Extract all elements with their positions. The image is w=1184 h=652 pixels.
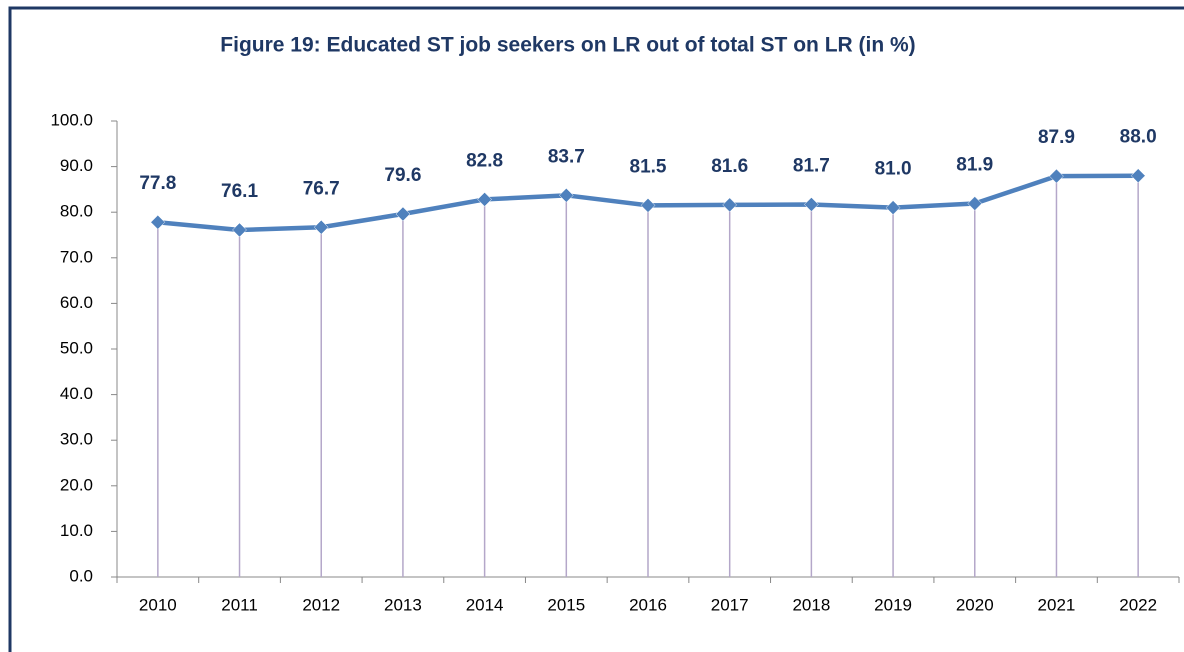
data-label: 81.7 bbox=[793, 155, 830, 176]
data-label: 81.9 bbox=[956, 155, 993, 176]
data-label: 76.7 bbox=[303, 178, 340, 199]
marker bbox=[150, 214, 166, 230]
y-tick-label: 50.0 bbox=[60, 338, 93, 357]
y-tick-label: 20.0 bbox=[60, 475, 93, 494]
data-label: 76.1 bbox=[221, 181, 258, 202]
marker bbox=[313, 219, 329, 235]
x-tick-label: 2013 bbox=[384, 595, 422, 614]
marker bbox=[395, 206, 411, 222]
marker bbox=[477, 192, 492, 207]
x-tick-label: 2016 bbox=[629, 595, 667, 614]
marker bbox=[804, 197, 819, 212]
chart-title: Figure 19: Educated ST job seekers on LR… bbox=[220, 34, 915, 57]
x-tick-label: 2015 bbox=[547, 595, 585, 614]
x-tick-label: 2014 bbox=[466, 595, 504, 614]
marker bbox=[967, 196, 983, 211]
y-tick-label: 0.0 bbox=[69, 566, 93, 585]
marker bbox=[1049, 168, 1064, 184]
data-label: 88.0 bbox=[1120, 127, 1157, 148]
marker bbox=[1130, 168, 1146, 184]
y-tick-label: 40.0 bbox=[60, 384, 93, 403]
x-tick-label: 2010 bbox=[139, 595, 177, 614]
marker bbox=[640, 198, 656, 213]
y-tick-label: 10.0 bbox=[60, 521, 93, 540]
marker bbox=[232, 222, 247, 238]
x-tick-label: 2018 bbox=[792, 595, 830, 614]
y-tick-label: 60.0 bbox=[60, 293, 93, 312]
y-tick-label: 30.0 bbox=[60, 430, 93, 449]
x-tick-label: 2011 bbox=[221, 595, 258, 614]
data-label: 77.8 bbox=[139, 173, 176, 194]
x-tick-label: 2017 bbox=[711, 595, 749, 614]
x-tick-label: 2019 bbox=[874, 595, 912, 614]
data-label: 87.9 bbox=[1038, 127, 1075, 148]
data-label: 82.8 bbox=[466, 150, 503, 171]
marker bbox=[885, 200, 901, 215]
y-tick-label: 80.0 bbox=[60, 202, 93, 221]
y-tick-label: 90.0 bbox=[60, 156, 93, 175]
marker bbox=[558, 187, 574, 203]
x-tick-label: 2021 bbox=[1038, 595, 1076, 614]
data-label: 81.6 bbox=[711, 156, 748, 177]
y-tick-label: 70.0 bbox=[60, 247, 93, 266]
data-label: 83.7 bbox=[548, 146, 585, 167]
data-label: 79.6 bbox=[384, 165, 421, 186]
data-label: 81.5 bbox=[630, 156, 667, 177]
x-tick-label: 2020 bbox=[956, 595, 994, 614]
data-label: 81.0 bbox=[875, 159, 912, 180]
marker bbox=[722, 197, 738, 213]
frame bbox=[8, 6, 1184, 652]
x-tick-label: 2022 bbox=[1119, 595, 1157, 614]
x-tick-label: 2012 bbox=[302, 595, 340, 614]
y-tick-label: 100.0 bbox=[50, 110, 93, 129]
